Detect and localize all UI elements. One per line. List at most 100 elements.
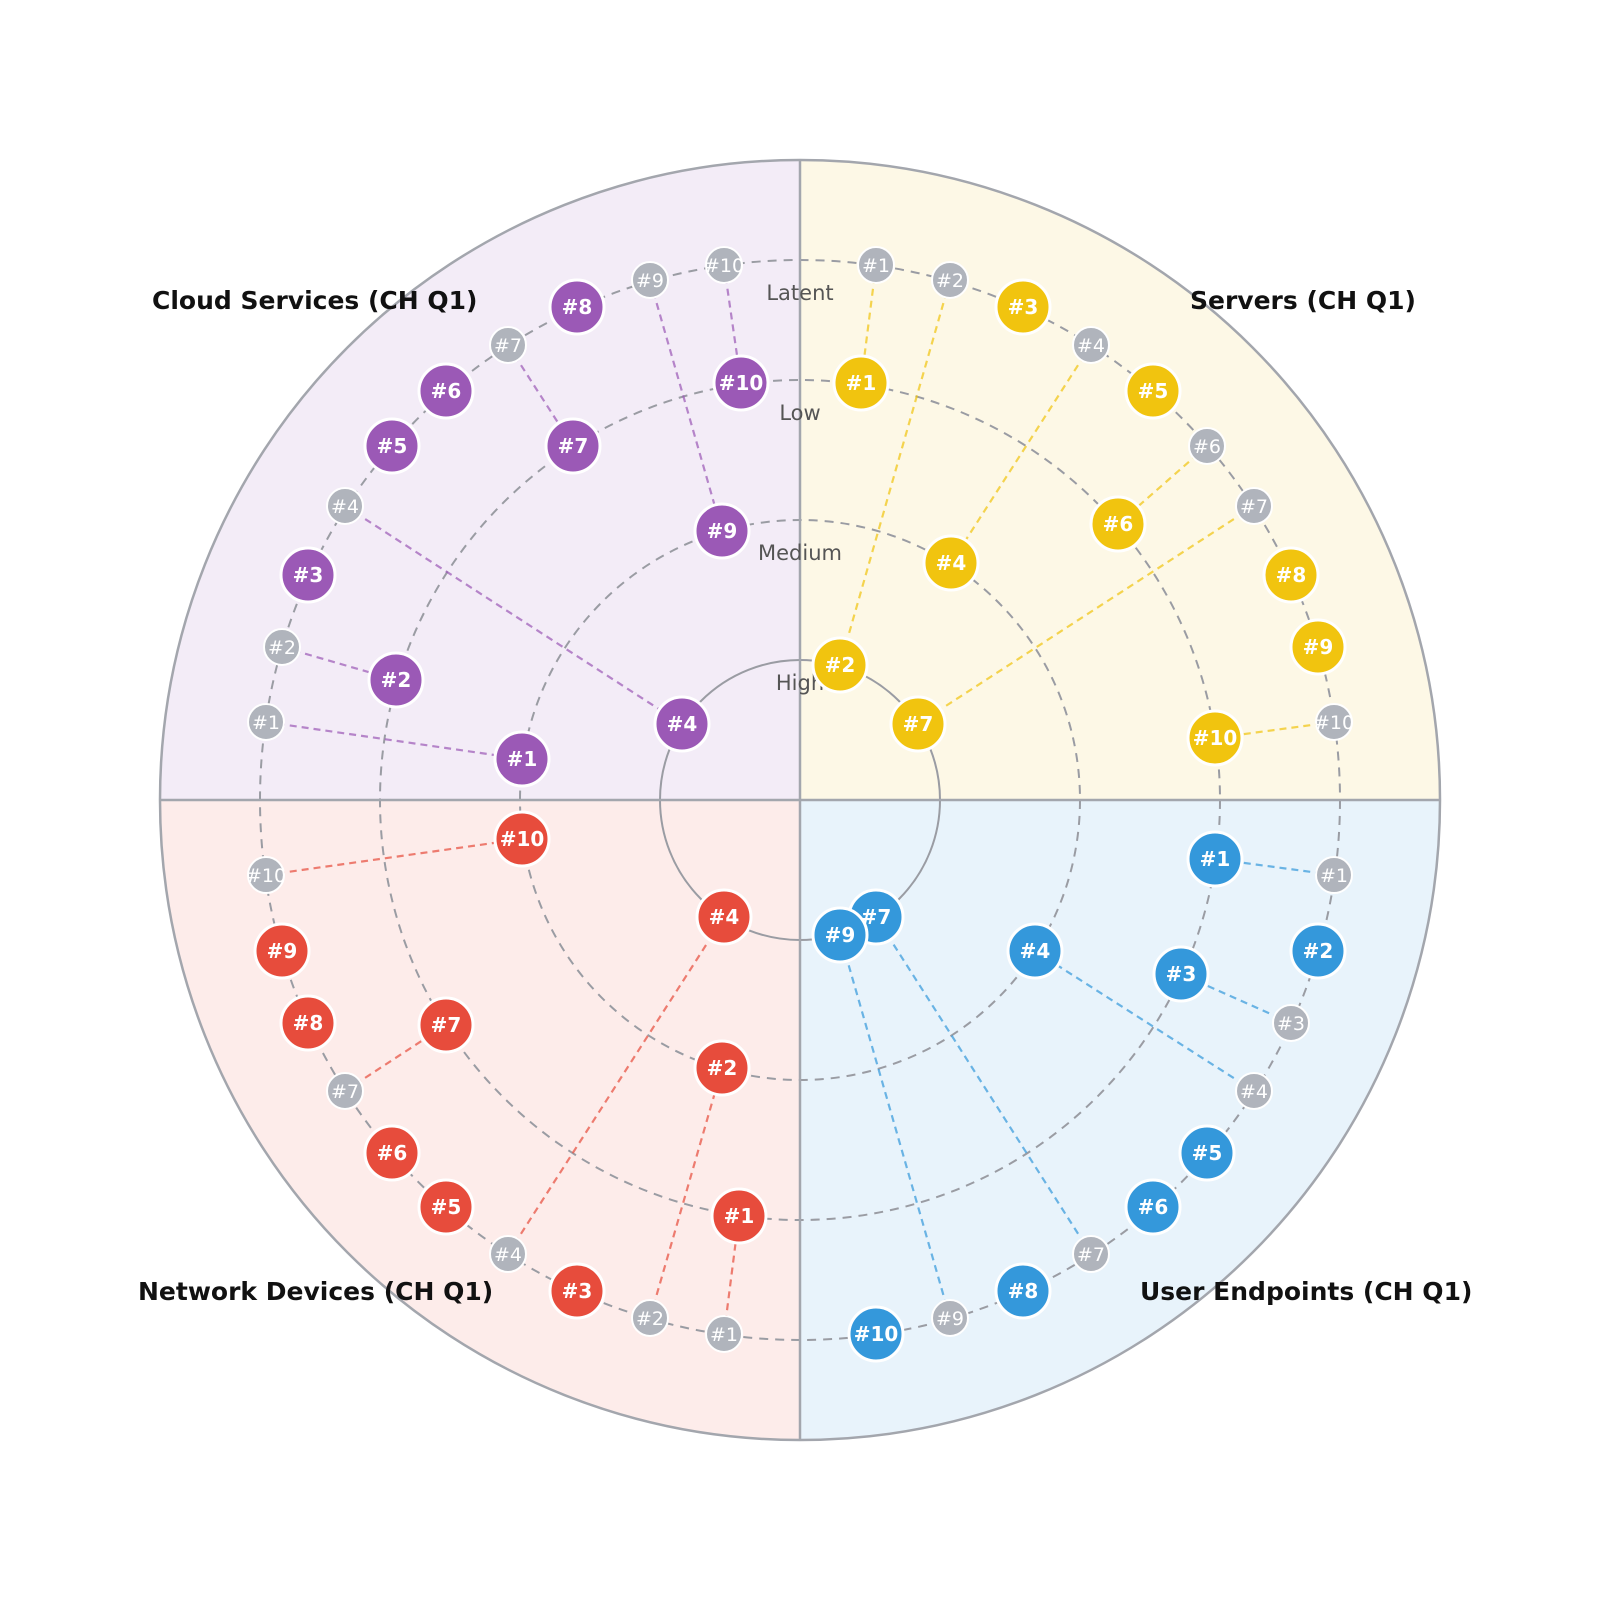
rank-marker[interactable]: #2 [693, 1039, 751, 1097]
rank-marker[interactable]: #4 [653, 695, 711, 753]
svg-text:#1: #1 [846, 371, 877, 395]
rank-marker[interactable]: #2 [1289, 922, 1347, 980]
rank-change-line [507, 916, 725, 1255]
previous-rank-marker[interactable]: #9 [631, 261, 669, 299]
previous-rank-marker[interactable]: #2 [931, 261, 969, 299]
svg-text:#2: #2 [936, 270, 964, 292]
rank-marker[interactable]: #7 [417, 996, 475, 1054]
svg-text:#1: #1 [252, 712, 280, 734]
svg-text:#5: #5 [431, 1195, 462, 1219]
rank-marker[interactable]: #7 [544, 417, 602, 475]
previous-rank-marker[interactable]: #1 [1315, 856, 1353, 894]
rank-change-line [344, 505, 683, 725]
rank-marker[interactable]: #1 [710, 1187, 768, 1245]
previous-rank-marker[interactable]: #4 [1235, 1072, 1273, 1110]
svg-text:#10: #10 [1193, 726, 1238, 750]
svg-text:#1: #1 [507, 747, 538, 771]
rank-marker[interactable]: #4 [1006, 922, 1064, 980]
rank-marker[interactable]: #3 [994, 278, 1052, 336]
svg-text:#1: #1 [1320, 865, 1348, 887]
previous-rank-marker[interactable]: #4 [326, 487, 364, 525]
quadrant-label-cloud-services: Cloud Services (CH Q1) [152, 286, 478, 315]
axis-lines [160, 160, 1440, 1440]
previous-rank-marker[interactable]: #1 [247, 703, 285, 741]
previous-rank-marker[interactable]: #7 [326, 1072, 364, 1110]
rank-marker[interactable]: #4 [922, 534, 980, 592]
svg-text:#9: #9 [1303, 635, 1334, 659]
rank-marker[interactable]: #1 [493, 730, 551, 788]
rank-marker[interactable]: #9 [693, 502, 751, 560]
svg-text:#2: #2 [636, 1308, 664, 1330]
svg-text:#10: #10 [1314, 712, 1354, 734]
previous-rank-marker[interactable]: #6 [1188, 427, 1226, 465]
previous-rank-marker[interactable]: #7 [1072, 1235, 1110, 1273]
rank-marker[interactable]: #4 [695, 888, 753, 946]
rank-marker[interactable]: #5 [417, 1178, 475, 1236]
previous-rank-marker[interactable]: #1 [705, 1315, 743, 1353]
rank-marker[interactable]: #6 [363, 1124, 421, 1182]
rank-marker[interactable]: #10 [493, 810, 551, 868]
rank-marker[interactable]: #9 [1289, 618, 1347, 676]
previous-rank-marker[interactable]: #7 [1235, 487, 1273, 525]
svg-text:#10: #10 [246, 865, 286, 887]
rank-marker[interactable]: #5 [1178, 1124, 1236, 1182]
previous-rank-marker[interactable]: #3 [1272, 1004, 1310, 1042]
rank-marker[interactable]: #2 [811, 636, 869, 694]
svg-text:#9: #9 [936, 1308, 964, 1330]
rank-marker[interactable]: #9 [811, 906, 869, 964]
previous-rank-marker[interactable]: #7 [489, 326, 527, 364]
rank-marker[interactable]: #3 [1152, 945, 1210, 1003]
previous-rank-marker[interactable]: #9 [931, 1299, 969, 1337]
previous-rank-marker[interactable]: #4 [1072, 326, 1110, 364]
rank-marker[interactable]: #6 [417, 362, 475, 420]
svg-text:#5: #5 [1192, 1141, 1223, 1165]
previous-rank-marker[interactable]: #10 [1314, 703, 1354, 741]
ring-label-medium: Medium [758, 541, 842, 565]
previous-rank-marker[interactable]: #2 [263, 628, 301, 666]
rank-marker[interactable]: #2 [367, 651, 425, 709]
svg-text:#2: #2 [381, 668, 412, 692]
svg-text:#2: #2 [707, 1056, 738, 1080]
rank-marker[interactable]: #8 [548, 278, 606, 336]
rank-marker[interactable]: #1 [1186, 830, 1244, 888]
svg-text:#9: #9 [707, 519, 738, 543]
previous-rank-marker[interactable]: #4 [489, 1235, 527, 1273]
rank-marker[interactable]: #8 [1262, 546, 1320, 604]
rank-marker[interactable]: #5 [1124, 362, 1182, 420]
svg-text:#6: #6 [1193, 436, 1221, 458]
quadrant-label-servers: Servers (CH Q1) [1190, 286, 1416, 315]
svg-text:#9: #9 [267, 939, 298, 963]
quadrant-bg-top-left [160, 160, 800, 800]
svg-text:#7: #7 [494, 335, 522, 357]
rank-marker[interactable]: #8 [994, 1262, 1052, 1320]
previous-rank-marker[interactable]: #2 [631, 1299, 669, 1337]
rank-marker[interactable]: #7 [889, 695, 947, 753]
current-rank-markers: #1 #2 #3 #4 #5 #6 #7 #8 #9 #10 #1 #2 #3 #4 #5 #6 #7 #8 #9 #… [253, 278, 1347, 1363]
rank-marker[interactable]: #8 [279, 994, 337, 1052]
rank-marker[interactable]: #10 [712, 354, 770, 412]
svg-text:#4: #4 [331, 496, 359, 518]
rank-marker[interactable]: #9 [253, 922, 311, 980]
rank-marker[interactable]: #3 [548, 1262, 606, 1320]
previous-rank-marker[interactable]: #10 [246, 856, 286, 894]
previous-rank-markers: #1 #2 #4 #6 #7 #10 #1 #3 #4 #7 #9 #1 #2 #4 #7 #10 #1 #2 #4… [246, 246, 1354, 1353]
svg-text:#1: #1 [710, 1324, 738, 1346]
rank-marker[interactable]: #6 [1124, 1178, 1182, 1236]
rank-marker[interactable]: #6 [1089, 495, 1147, 553]
svg-text:#7: #7 [431, 1013, 462, 1037]
rank-marker[interactable]: #5 [363, 417, 421, 475]
rank-change-line [648, 279, 724, 532]
rank-marker[interactable]: #10 [847, 1305, 905, 1363]
previous-rank-marker[interactable]: #1 [857, 246, 895, 284]
rank-marker[interactable]: #1 [832, 354, 890, 412]
svg-text:#9: #9 [825, 923, 856, 947]
svg-text:#2: #2 [825, 653, 856, 677]
previous-rank-marker[interactable]: #10 [704, 246, 744, 284]
quadrant-bg-bottom-right [800, 800, 1440, 1440]
rank-marker[interactable]: #10 [1186, 709, 1244, 767]
svg-text:#7: #7 [1240, 496, 1268, 518]
rank-change-line [875, 916, 1092, 1255]
svg-text:#7: #7 [1077, 1244, 1105, 1266]
svg-text:#4: #4 [1077, 335, 1105, 357]
rank-marker[interactable]: #3 [279, 546, 337, 604]
